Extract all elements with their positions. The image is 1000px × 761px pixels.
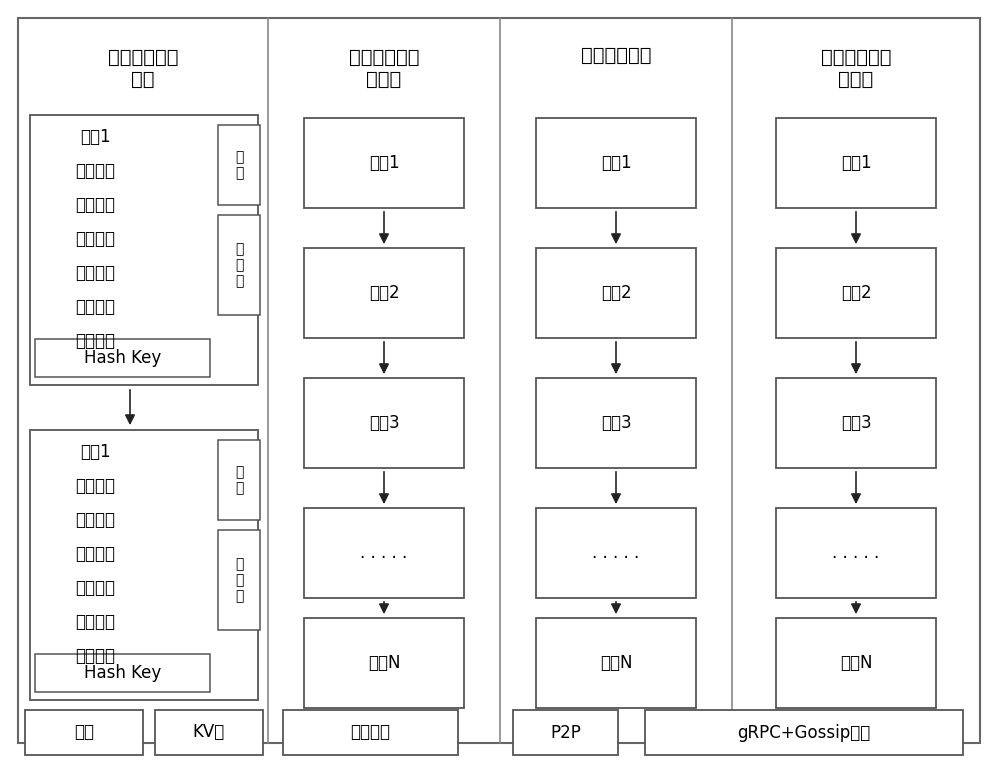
Bar	[25, 710, 143, 755]
Bar	[776, 378, 936, 468]
Text: 区块3: 区块3	[841, 414, 871, 432]
Text: 共识机制: 共识机制	[351, 724, 390, 741]
Text: 区块1: 区块1	[369, 154, 399, 172]
Bar	[536, 618, 696, 708]
Bar	[30, 430, 258, 700]
Text: KV库: KV库	[193, 724, 225, 741]
Text: 区块3: 区块3	[369, 414, 399, 432]
Text: 卖方方企业节
点通道: 卖方方企业节 点通道	[349, 47, 419, 88]
Bar	[218, 215, 260, 315]
Text: 第三方征信节
点通道: 第三方征信节 点通道	[821, 47, 891, 88]
Text: 区块3: 区块3	[601, 414, 631, 432]
Bar	[776, 508, 936, 598]
Text: 时
间
戳: 时 间 戳	[235, 557, 243, 603]
Text: . . . . .: . . . . .	[360, 544, 408, 562]
Bar	[218, 125, 260, 205]
Text: 违约记录: 违约记录	[75, 332, 115, 350]
Text: 贷款交易: 贷款交易	[75, 264, 115, 282]
Text: 授信记录: 授信记录	[75, 545, 115, 563]
Bar	[35, 654, 210, 692]
Text: Hash Key: Hash Key	[84, 664, 161, 682]
Bar	[218, 440, 260, 520]
Bar	[155, 710, 263, 755]
Text: 区块2: 区块2	[841, 284, 871, 302]
Text: 区块2: 区块2	[601, 284, 631, 302]
Text: 身份信息: 身份信息	[75, 162, 115, 180]
Text: 容器: 容器	[74, 724, 94, 741]
Bar	[304, 248, 464, 338]
Text: gRPC+Gossip协议: gRPC+Gossip协议	[737, 724, 871, 741]
Bar	[776, 118, 936, 208]
Text: 时
间
戳: 时 间 戳	[235, 242, 243, 288]
Text: 银行节点通道: 银行节点通道	[581, 46, 651, 65]
Bar	[218, 530, 260, 630]
Text: 身份信息: 身份信息	[75, 477, 115, 495]
Bar	[304, 508, 464, 598]
Text: 授信记录: 授信记录	[75, 230, 115, 248]
Bar	[536, 378, 696, 468]
Text: 还款交易: 还款交易	[75, 613, 115, 631]
Bar	[536, 248, 696, 338]
Text: 买方企业节点
通道: 买方企业节点 通道	[108, 47, 178, 88]
Text: 违约记录: 违约记录	[75, 647, 115, 665]
Bar	[35, 339, 210, 377]
Text: 还款交易: 还款交易	[75, 298, 115, 316]
Text: 区块1: 区块1	[80, 443, 110, 461]
Bar	[536, 118, 696, 208]
Text: . . . . .: . . . . .	[592, 544, 640, 562]
Text: 区块1: 区块1	[601, 154, 631, 172]
Text: 链
码: 链 码	[235, 465, 243, 495]
Text: 区块1: 区块1	[841, 154, 871, 172]
Bar	[645, 710, 963, 755]
Bar	[536, 508, 696, 598]
Text: . . . . .: . . . . .	[832, 544, 880, 562]
Bar	[30, 115, 258, 385]
Text: 链
码: 链 码	[235, 150, 243, 180]
Text: P2P: P2P	[550, 724, 581, 741]
Text: 交易记录: 交易记录	[75, 511, 115, 529]
Bar	[513, 710, 618, 755]
Text: 交易记录: 交易记录	[75, 196, 115, 214]
Text: Hash Key: Hash Key	[84, 349, 161, 367]
Bar	[776, 618, 936, 708]
Bar	[304, 378, 464, 468]
Bar	[283, 710, 458, 755]
Text: 区块2: 区块2	[369, 284, 399, 302]
Bar	[304, 118, 464, 208]
Text: 区块1: 区块1	[80, 128, 110, 146]
Text: 贷款交易: 贷款交易	[75, 579, 115, 597]
Text: 区块N: 区块N	[368, 654, 400, 672]
Bar	[776, 248, 936, 338]
Text: 区块N: 区块N	[840, 654, 872, 672]
Text: 区块N: 区块N	[600, 654, 632, 672]
Bar	[304, 618, 464, 708]
